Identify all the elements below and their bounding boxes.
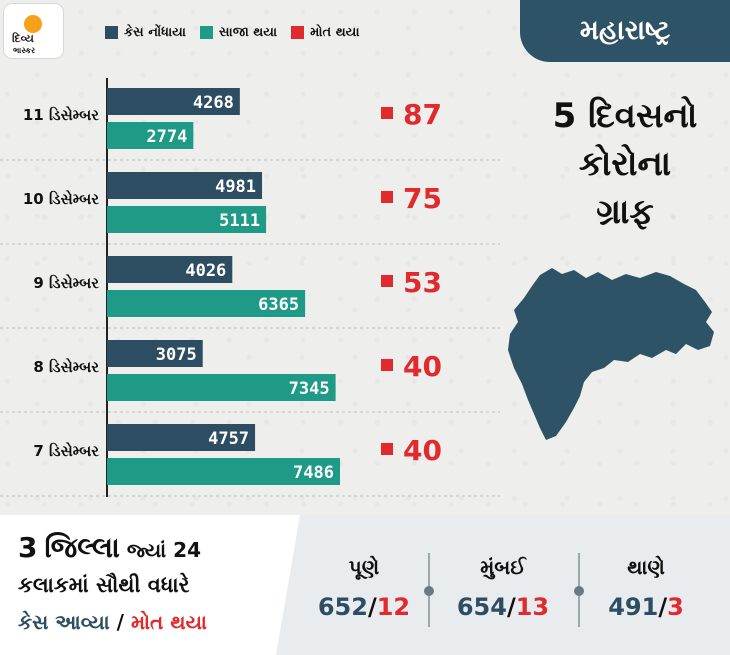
city-thane: થાણે 491/3 (586, 555, 706, 621)
city-separator: / (506, 593, 516, 621)
city-deaths: 13 (515, 593, 550, 621)
bar-cases (107, 172, 263, 199)
bar-recovered (107, 290, 306, 317)
data-label-cases: 4268 (193, 93, 234, 113)
legend-item-deaths: મોત થયા (291, 25, 360, 40)
bar-recovered (107, 374, 336, 401)
summary-heading-line-3: કેસ આવ્યા / મોત થયા (18, 610, 207, 634)
marker-deaths (381, 275, 393, 287)
subtitle-line-3: ગ્રાફ (596, 192, 654, 232)
subtitle-line-1: 5 દિવસનો (552, 96, 698, 136)
heading-rest: જ્યાં 24 (126, 538, 201, 562)
city-pune: પૂણે 652/12 (304, 555, 424, 621)
category-label: 7 ડિસેમ્બર (33, 441, 99, 460)
logo-line-1: દિવ્ય (12, 32, 34, 45)
bar-chart: 11 ડિસેમ્બર 4268 2774 87 10 ડિસેમ્બર 4981 5111… (0, 78, 500, 497)
bar-recovered (107, 122, 194, 149)
district-count: 3 (18, 531, 38, 564)
city-values: 654/13 (443, 593, 563, 621)
cases-label: કેસ આવ્યા (18, 610, 110, 634)
bar-cases (107, 88, 240, 115)
state-title: મહારાષ્ટ્ર (520, 0, 730, 62)
data-label-deaths: 53 (403, 266, 442, 299)
summary-heading-line-1: 3 જિલ્લા જ્યાં 24 (18, 531, 201, 565)
marker-deaths (381, 443, 393, 455)
bar-recovered (107, 206, 267, 233)
bar-cases (107, 424, 256, 451)
data-label-deaths: 75 (403, 182, 442, 215)
city-divider (424, 553, 434, 627)
district-word: જિલ્લા (44, 531, 120, 564)
legend-swatch-cases (105, 26, 118, 39)
legend-swatch-deaths (291, 26, 305, 39)
city-values: 491/3 (586, 593, 706, 621)
legend-swatch-recovered (200, 26, 213, 39)
city-values: 652/12 (304, 593, 424, 621)
legend-label-cases: કેસ નોંધાયા (124, 25, 186, 40)
legend-label-recovered: સાજા થયા (219, 25, 278, 40)
city-cases: 491 (608, 593, 659, 621)
legend-item-cases: કેસ નોંધાયા (105, 25, 186, 40)
city-separator: / (658, 593, 668, 621)
city-name: થાણે (627, 555, 665, 579)
category-label: 11 ડિસેમ્બર (23, 105, 99, 124)
category-label: 8 ડિસેમ્બર (33, 357, 99, 376)
label-separator: / (116, 610, 124, 634)
data-label-recovered: 7345 (289, 379, 330, 399)
category-label: 9 ડિસેમ્બર (33, 273, 99, 292)
data-label-recovered: 5111 (219, 211, 260, 231)
legend-label-deaths: મોત થયા (310, 25, 360, 40)
legend-item-recovered: સાજા થયા (200, 25, 277, 40)
data-label-deaths: 40 (403, 434, 442, 467)
district-summary: 3 જિલ્લા જ્યાં 24 કલાકમાં સૌથી વધારે કેસ… (0, 515, 730, 655)
summary-heading-box: 3 જિલ્લા જ્યાં 24 કલાકમાં સૌથી વધારે કેસ… (0, 515, 300, 655)
data-label-recovered: 7486 (293, 463, 334, 483)
data-label-deaths: 40 (403, 350, 442, 383)
city-separator: / (367, 593, 377, 621)
data-label-recovered: 6365 (258, 295, 299, 315)
brand-logo: દિવ્ય ભાસ્કર (4, 4, 63, 58)
city-deaths: 12 (376, 593, 411, 621)
city-name: મુંબઈ (480, 555, 526, 579)
data-label-cases: 3075 (156, 345, 197, 365)
data-label-cases: 4981 (215, 177, 256, 197)
data-label-cases: 4757 (208, 429, 249, 449)
data-label-deaths: 87 (403, 98, 442, 131)
city-name: પૂણે (348, 555, 380, 579)
bar-cases (107, 256, 233, 283)
marker-deaths (381, 107, 393, 119)
category-label: 10 ડિસેમ્બર (23, 189, 99, 208)
subtitle-line-2: કોરોના (578, 144, 672, 184)
marker-deaths (381, 191, 393, 203)
logo-line-2: ભાસ્કર (13, 46, 36, 55)
city-divider (574, 553, 584, 627)
bar-cases (107, 340, 203, 367)
city-deaths: 3 (667, 593, 684, 621)
data-label-recovered: 2774 (146, 127, 187, 147)
chart-subtitle: 5 દિવસનો કોરોના ગ્રાફ (520, 92, 730, 236)
deaths-label: મોત થયા (130, 610, 207, 634)
marker-deaths (381, 359, 393, 371)
city-cases: 652 (317, 593, 368, 621)
bar-recovered (107, 458, 340, 485)
city-cases: 654 (456, 593, 507, 621)
data-label-cases: 4026 (185, 261, 226, 281)
maharashtra-map-icon (508, 268, 714, 440)
chart-legend: કેસ નોંધાયા સાજા થયા મોત થયા (105, 25, 360, 40)
sun-icon (24, 15, 42, 33)
city-mumbai: મુંબઈ 654/13 (443, 555, 563, 621)
summary-heading-line-2: કલાકમાં સૌથી વધારે (18, 573, 190, 597)
